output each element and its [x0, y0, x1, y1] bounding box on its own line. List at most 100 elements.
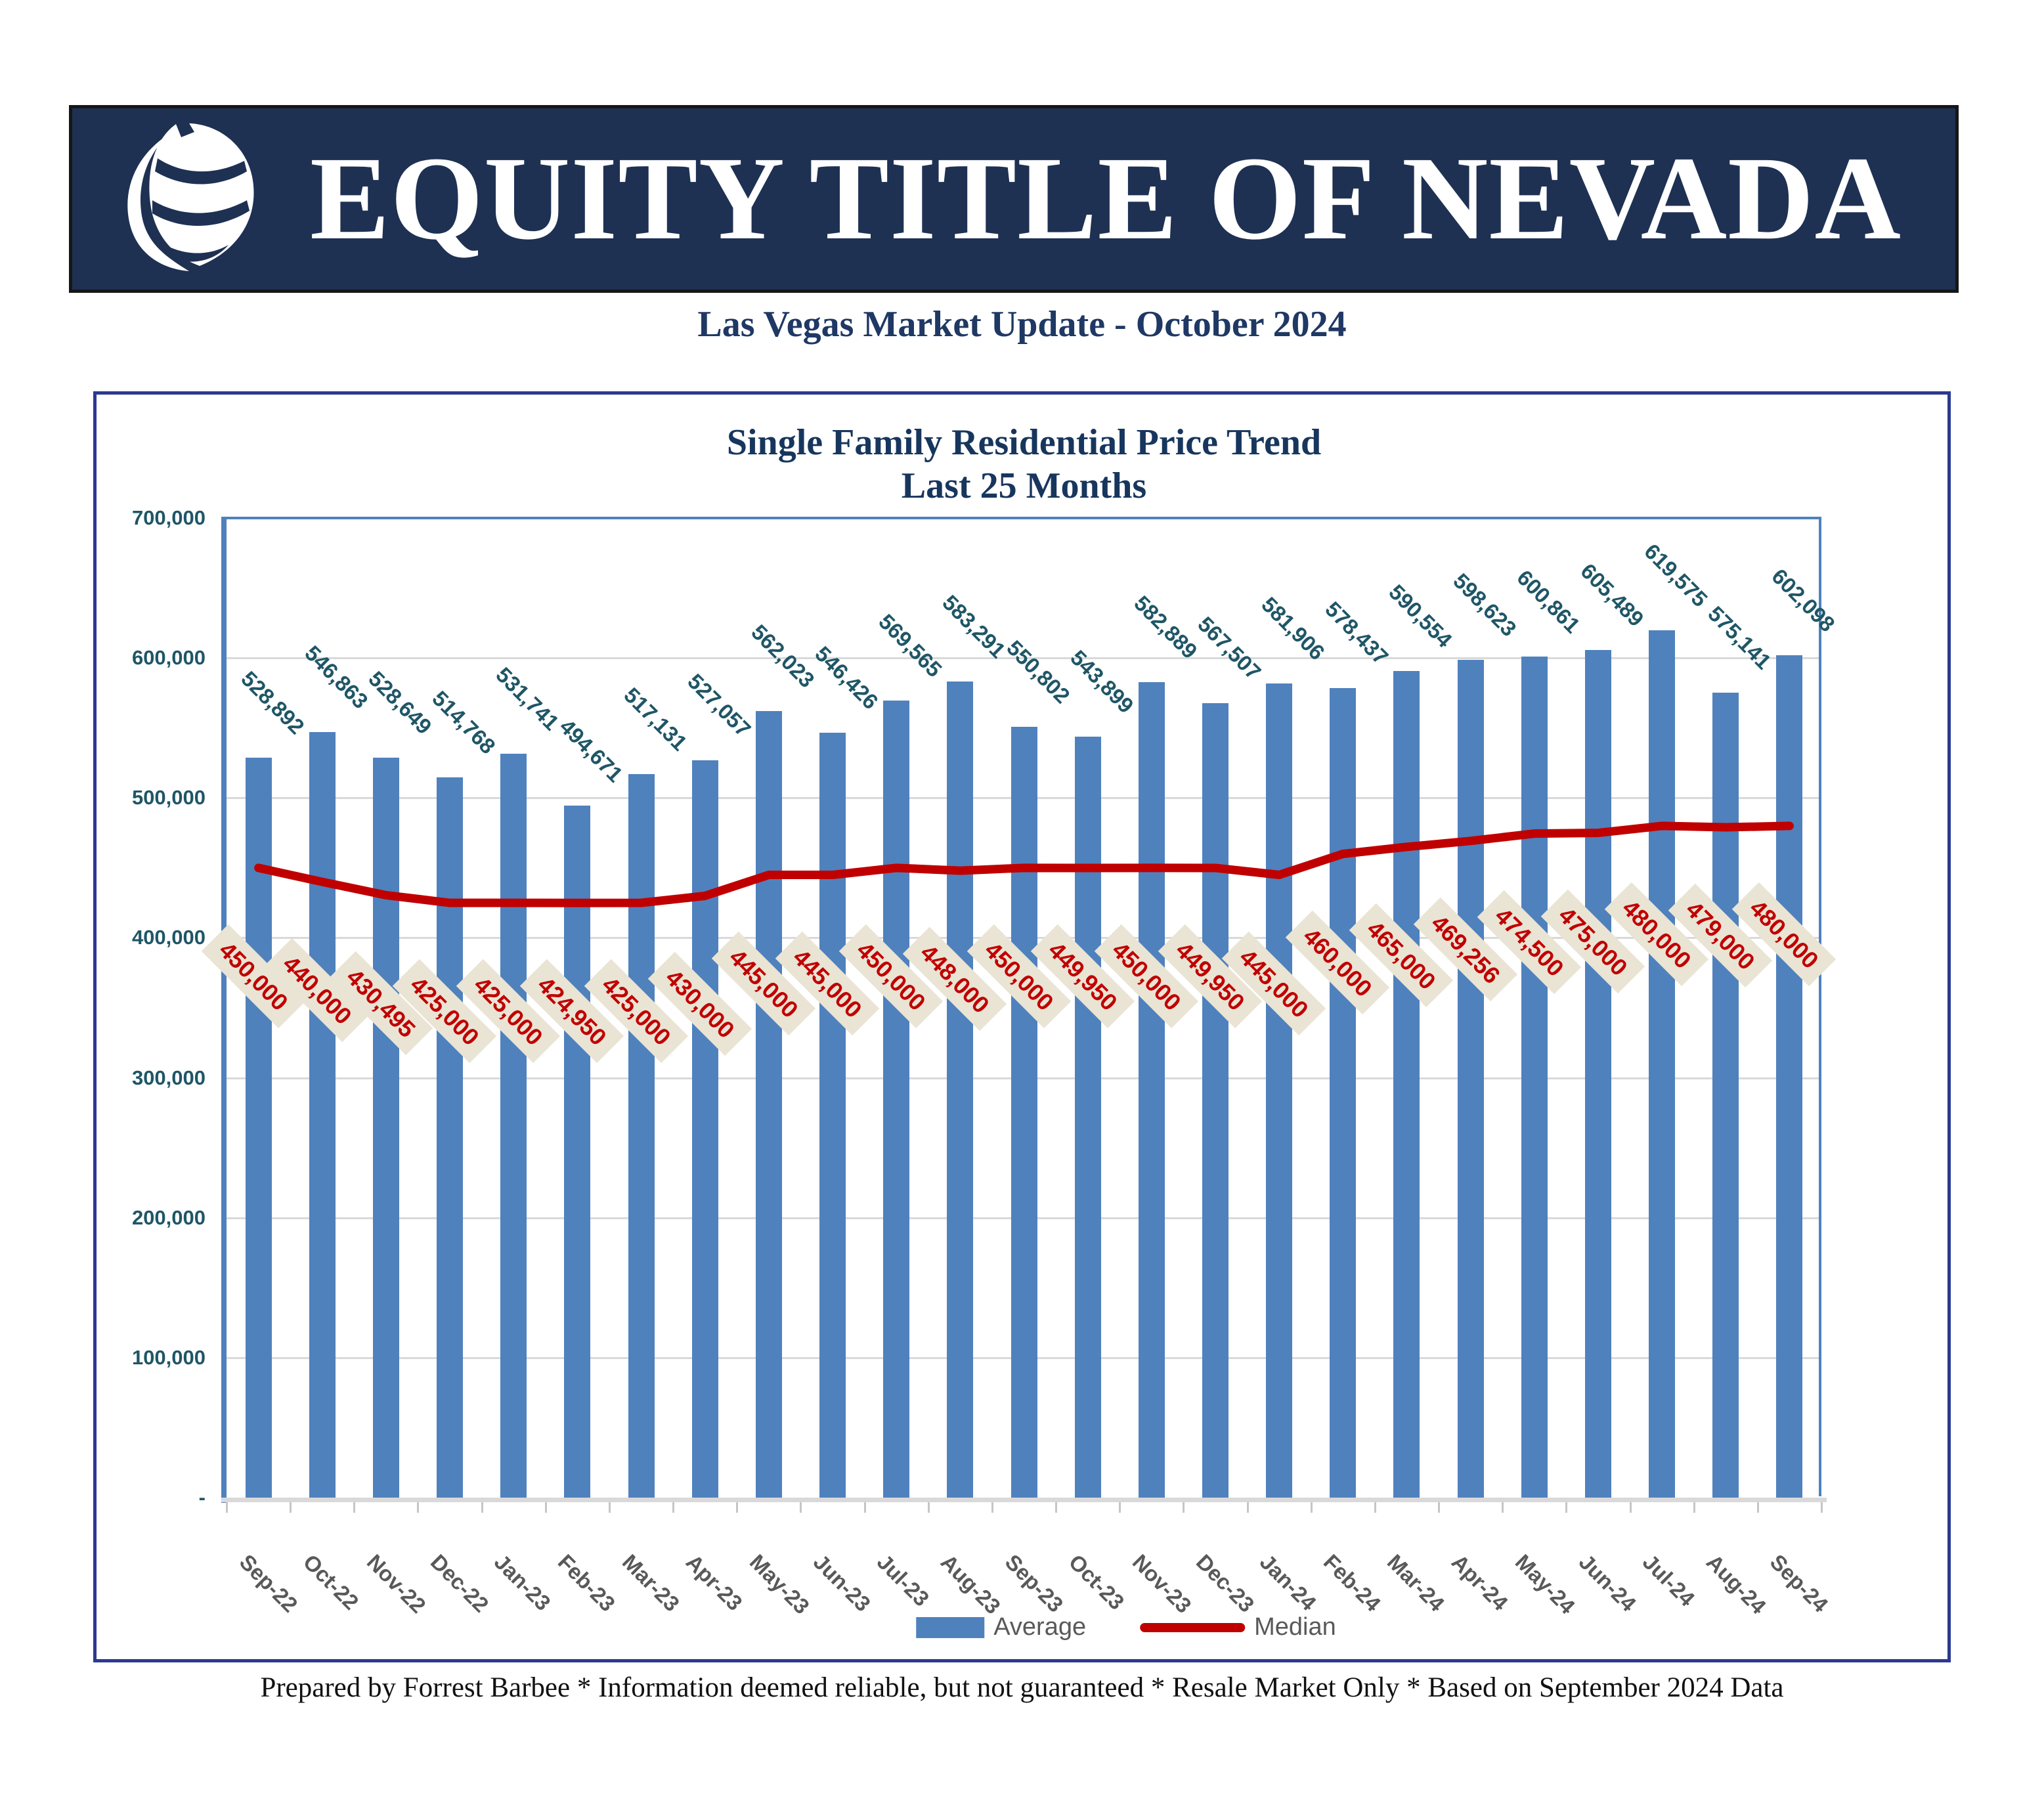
x-axis-tick	[1183, 1502, 1185, 1513]
bar-average-Aug-24	[1712, 693, 1739, 1498]
x-axis-label-Dec-22: Dec-22	[425, 1549, 494, 1617]
y-axis-label--: -	[198, 1486, 206, 1509]
bar-value-label-Oct-22: 546,863	[300, 641, 373, 714]
bar-value-label-Jan-23: 531,741	[491, 662, 565, 735]
x-axis-tick	[736, 1502, 739, 1513]
bar-value-label-Apr-24: 598,623	[1448, 568, 1521, 641]
bar-value-label-Sep-23: 550,802	[1001, 635, 1075, 708]
bar-average-Apr-24	[1457, 660, 1484, 1498]
bar-average-Jan-23	[500, 753, 527, 1498]
x-axis-label-Aug-23: Aug-23	[936, 1549, 1006, 1619]
x-axis-label-Apr-24: Apr-24	[1446, 1549, 1513, 1616]
bar-average-May-24	[1521, 657, 1548, 1498]
bar-average-May-23	[755, 711, 782, 1498]
gridline-600,000	[227, 657, 1821, 660]
bar-value-label-Sep-22: 528,892	[236, 666, 309, 739]
x-axis-label-Jan-24: Jan-24	[1255, 1549, 1322, 1616]
bar-average-Dec-23	[1202, 703, 1229, 1498]
legend: Average Median	[916, 1613, 1336, 1641]
bar-average-Aug-23	[947, 681, 974, 1498]
x-axis-tick	[1502, 1502, 1504, 1513]
bar-value-label-Nov-22: 528,649	[364, 666, 437, 739]
x-axis-label-Sep-22: Sep-22	[234, 1549, 303, 1617]
bar-value-label-Jun-23: 546,426	[810, 641, 883, 714]
bar-average-Mar-24	[1393, 671, 1420, 1498]
bar-value-label-Apr-23: 527,057	[683, 668, 756, 741]
price-trend-chart: Single Family Residential Price Trend La…	[93, 391, 1951, 1662]
bar-average-Oct-22	[309, 732, 336, 1498]
bar-average-Jul-23	[883, 701, 910, 1498]
x-axis-tick	[800, 1502, 802, 1513]
x-axis-tick	[544, 1502, 547, 1513]
bar-value-label-Dec-22: 514,768	[427, 685, 500, 759]
bar-average-Feb-23	[564, 805, 591, 1498]
bar-average-Sep-22	[245, 757, 272, 1498]
x-axis-tick	[1374, 1502, 1376, 1513]
x-axis-label-Dec-23: Dec-23	[1191, 1549, 1259, 1617]
x-axis-label-Feb-23: Feb-23	[554, 1549, 620, 1616]
bar-value-label-Mar-24: 590,554	[1384, 580, 1458, 653]
bar-average-Jul-24	[1649, 630, 1676, 1498]
disclaimer-text: Prepared by Forrest Barbee * Information…	[260, 1672, 1784, 1703]
y-axis-label-700,000: 700,000	[131, 506, 206, 529]
y-axis-label-200,000: 200,000	[131, 1205, 206, 1229]
x-axis-label-Aug-24: Aug-24	[1702, 1549, 1772, 1619]
bar-average-Apr-23	[691, 760, 718, 1498]
x-axis-label-Oct-22: Oct-22	[298, 1549, 364, 1614]
company-name: EQUITY TITLE OF NEVADA	[310, 133, 1902, 265]
x-axis-label-Nov-22: Nov-22	[362, 1549, 431, 1618]
y-axis-label-100,000: 100,000	[131, 1345, 206, 1369]
legend-median: Median	[1140, 1613, 1336, 1641]
y-axis-label-400,000: 400,000	[131, 926, 206, 949]
x-axis-label-Sep-24: Sep-24	[1766, 1549, 1833, 1617]
x-axis-label-Mar-23: Mar-23	[617, 1549, 684, 1616]
x-axis-label-May-24: May-24	[1510, 1549, 1580, 1619]
bar-value-label-Aug-24: 575,141	[1703, 601, 1777, 674]
bar-value-label-May-24: 600,861	[1512, 565, 1585, 638]
x-axis-label-Jul-23: Jul-23	[873, 1549, 934, 1611]
x-axis-tick	[1629, 1502, 1632, 1513]
bar-value-label-Oct-23: 543,899	[1066, 645, 1139, 718]
bar-value-label-Dec-23: 567,507	[1193, 612, 1266, 685]
plot-border-right	[1819, 517, 1821, 1496]
x-axis-tick	[608, 1502, 611, 1513]
bar-average-Mar-23	[628, 773, 655, 1498]
x-axis-tick	[481, 1502, 483, 1513]
x-axis-tick	[1756, 1502, 1759, 1513]
x-axis-label-Sep-23: Sep-23	[1000, 1549, 1068, 1617]
legend-average-label: Average	[993, 1613, 1087, 1641]
x-axis-tick	[1310, 1502, 1313, 1513]
bar-average-Nov-23	[1138, 682, 1165, 1498]
bar-average-Dec-22	[437, 777, 464, 1498]
x-axis-tick	[672, 1502, 675, 1513]
x-axis-tick	[1565, 1502, 1568, 1513]
x-axis-label-Jun-24: Jun-24	[1574, 1549, 1642, 1616]
median-swatch-icon	[1140, 1622, 1246, 1632]
x-axis-tick	[226, 1502, 228, 1513]
x-axis-label-Oct-23: Oct-23	[1064, 1549, 1129, 1614]
bar-average-Sep-23	[1011, 727, 1037, 1498]
x-axis-label-May-23: May-23	[745, 1549, 814, 1619]
x-axis-tick	[1119, 1502, 1121, 1513]
bar-value-label-Nov-23: 582,889	[1129, 590, 1202, 663]
y-axis-label-600,000: 600,000	[131, 646, 206, 670]
bar-average-Oct-23	[1074, 736, 1101, 1498]
chart-title-line1: Single Family Residential Price Trend	[726, 422, 1322, 463]
x-axis-tick	[290, 1502, 292, 1513]
x-axis-label-Feb-24: Feb-24	[1319, 1549, 1386, 1616]
y-axis-label-300,000: 300,000	[131, 1066, 206, 1089]
x-axis-tick	[1246, 1502, 1249, 1513]
bar-value-label-Aug-23: 583,291	[938, 590, 1011, 663]
x-axis-label-Jun-23: Jun-23	[808, 1549, 876, 1616]
bar-value-label-Sep-24: 602,098	[1767, 563, 1840, 636]
x-axis-tick	[991, 1502, 993, 1513]
bar-value-label-Jul-23: 569,565	[874, 609, 947, 682]
x-axis-label-Nov-23: Nov-23	[1127, 1549, 1196, 1618]
x-axis-label-Mar-24: Mar-24	[1383, 1549, 1450, 1616]
bar-value-label-Jul-24: 619,575	[1640, 539, 1712, 612]
x-axis-label-Jul-24: Jul-24	[1638, 1549, 1700, 1611]
bar-average-Jan-24	[1266, 683, 1293, 1498]
x-axis-label-Apr-23: Apr-23	[681, 1549, 747, 1616]
x-axis-tick	[1693, 1502, 1695, 1513]
